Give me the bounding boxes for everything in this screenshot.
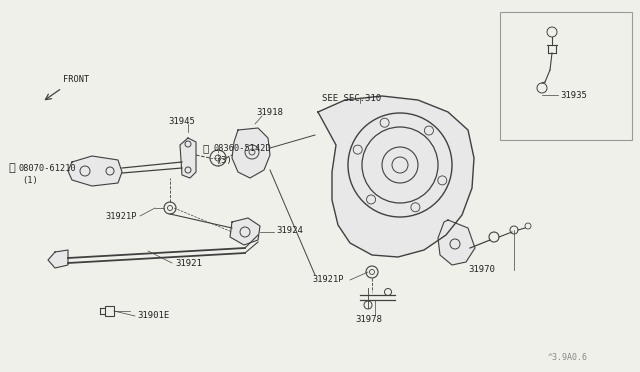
Polygon shape bbox=[48, 250, 68, 268]
Text: 31921P: 31921P bbox=[105, 212, 136, 221]
Polygon shape bbox=[180, 138, 196, 178]
Polygon shape bbox=[230, 218, 260, 245]
Text: FRONT: FRONT bbox=[63, 75, 89, 84]
Text: 08070-61210: 08070-61210 bbox=[18, 164, 76, 173]
Bar bbox=[500, 12, 632, 140]
Text: (1): (1) bbox=[22, 176, 38, 185]
Text: 31945: 31945 bbox=[168, 116, 195, 125]
Text: 31901E: 31901E bbox=[137, 311, 169, 321]
Text: 31935: 31935 bbox=[560, 90, 587, 99]
Text: 31918: 31918 bbox=[256, 108, 283, 116]
Text: (3): (3) bbox=[216, 155, 232, 164]
Text: Ⓢ: Ⓢ bbox=[202, 143, 208, 153]
Text: ^3.9A0.6: ^3.9A0.6 bbox=[548, 353, 588, 362]
Text: 31978: 31978 bbox=[355, 315, 382, 324]
Text: 08360-5142D: 08360-5142D bbox=[213, 144, 271, 153]
Text: SEE SEC.310: SEE SEC.310 bbox=[322, 93, 381, 103]
Polygon shape bbox=[318, 96, 474, 257]
Polygon shape bbox=[68, 156, 122, 186]
Text: 31924: 31924 bbox=[276, 225, 303, 234]
Polygon shape bbox=[438, 220, 475, 265]
Text: Ⓑ: Ⓑ bbox=[8, 163, 15, 173]
Text: 31921: 31921 bbox=[175, 259, 202, 267]
Text: 31970: 31970 bbox=[468, 266, 495, 275]
Bar bbox=[105, 306, 114, 316]
Polygon shape bbox=[232, 128, 270, 178]
Text: 31921P: 31921P bbox=[312, 276, 344, 285]
